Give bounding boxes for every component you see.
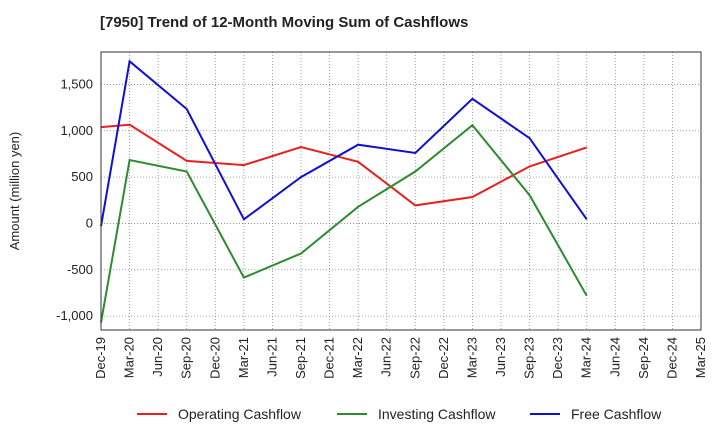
x-tick-label: Mar-23 bbox=[464, 337, 479, 378]
series-layer bbox=[100, 59, 588, 323]
x-tick-label: Jun-24 bbox=[607, 337, 622, 377]
series-line-investing-cashflow bbox=[100, 123, 588, 323]
x-tick-label: Dec-23 bbox=[550, 337, 565, 379]
legend: Operating Cashflow Investing Cashflow Free… bbox=[137, 406, 662, 422]
x-tick-label: Sep-23 bbox=[522, 337, 537, 379]
x-tick-label: Jun-23 bbox=[493, 337, 508, 377]
series-line-free-cashflow bbox=[100, 59, 588, 227]
x-tick-label: Mar-20 bbox=[122, 337, 137, 378]
y-tick-label: 1,000 bbox=[60, 123, 93, 138]
x-tick-label: Sep-22 bbox=[407, 337, 422, 379]
x-tick-label: Jun-21 bbox=[264, 337, 279, 377]
y-tick-labels: -1,000 -500 0 500 1,000 1,500 bbox=[56, 76, 93, 323]
x-tick-label: Dec-21 bbox=[322, 337, 337, 379]
x-tick-label: Sep-20 bbox=[179, 337, 194, 379]
y-tick-label: 1,500 bbox=[60, 76, 93, 91]
legend-label-operating-cashflow: Operating Cashflow bbox=[178, 406, 302, 422]
y-tick-label: -500 bbox=[67, 262, 93, 277]
x-tick-label: Mar-24 bbox=[579, 337, 594, 378]
series-line-operating-cashflow bbox=[100, 123, 588, 207]
plot-frame bbox=[100, 51, 702, 331]
y-tick-label: -1,000 bbox=[56, 308, 93, 323]
legend-label-investing-cashflow: Investing Cashflow bbox=[378, 406, 496, 422]
x-tick-labels: Dec-19 Mar-20 Jun-20 Sep-20 Dec-20 Mar-21 Jun-… bbox=[93, 337, 708, 379]
grid-layer bbox=[100, 52, 702, 330]
chart-title: [7950] Trend of 12-Month Moving Sum of C… bbox=[100, 14, 469, 31]
y-tick-label: 0 bbox=[86, 215, 93, 230]
x-tick-label: Mar-25 bbox=[693, 337, 708, 378]
x-tick-label: Dec-20 bbox=[207, 337, 222, 379]
x-tick-label: Sep-24 bbox=[636, 337, 651, 379]
x-tick-label: Mar-21 bbox=[236, 337, 251, 378]
x-tick-label: Dec-24 bbox=[664, 337, 679, 379]
x-tick-label: Jun-20 bbox=[150, 337, 165, 377]
x-tick-label: Dec-19 bbox=[93, 337, 108, 379]
legend-label-free-cashflow: Free Cashflow bbox=[571, 406, 662, 422]
y-tick-label: 500 bbox=[71, 169, 93, 184]
x-tick-label: Sep-21 bbox=[293, 337, 308, 379]
y-axis-title: Amount (million yen) bbox=[7, 132, 22, 251]
x-tick-label: Mar-22 bbox=[350, 337, 365, 378]
x-tick-label: Jun-22 bbox=[379, 337, 394, 377]
x-tick-label: Dec-22 bbox=[436, 337, 451, 379]
